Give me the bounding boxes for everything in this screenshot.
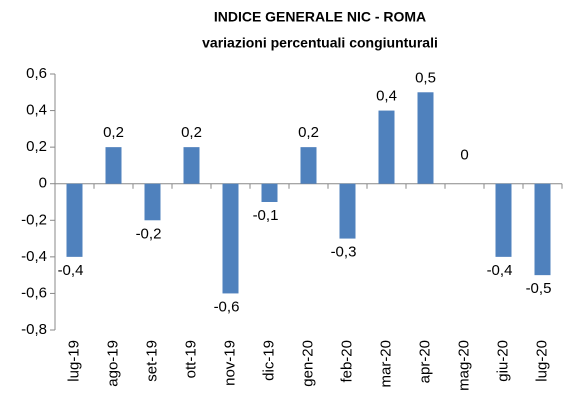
value-label: -0,2 <box>136 225 162 242</box>
value-label: -0,4 <box>58 262 84 279</box>
y-tick-label: 0,4 <box>26 102 47 119</box>
x-tick-label: lug-20 <box>533 340 550 382</box>
value-label: 0,2 <box>103 124 124 141</box>
bar <box>417 92 434 184</box>
value-label: -0,1 <box>253 207 279 224</box>
x-tick-label: dic-19 <box>260 340 277 381</box>
bar <box>261 183 278 202</box>
bar <box>495 183 512 257</box>
x-tick-label: gen-20 <box>299 340 316 387</box>
y-tick-label: 0,6 <box>26 65 47 82</box>
y-tick-label: -0,4 <box>21 248 47 265</box>
value-label: -0,6 <box>214 298 240 315</box>
y-tick-label: -0,8 <box>21 321 47 338</box>
chart-title: INDICE GENERALE NIC - ROMA <box>214 9 426 25</box>
y-tick-label: -0,2 <box>21 211 47 228</box>
x-tick-label: mar-20 <box>377 340 394 388</box>
x-tick-label: lug-19 <box>65 340 82 382</box>
value-label: -0,3 <box>331 244 357 261</box>
x-tick-label: giu-20 <box>494 340 511 382</box>
x-tick-label: set-19 <box>143 340 160 382</box>
bar <box>105 147 122 184</box>
bar <box>534 183 551 276</box>
y-tick-label: -0,6 <box>21 284 47 301</box>
bar <box>339 183 356 239</box>
value-label: 0 <box>460 147 468 164</box>
y-tick-label: 0,2 <box>26 138 47 155</box>
x-tick-label: ott-19 <box>182 340 199 378</box>
bar <box>183 147 200 184</box>
bar <box>144 183 161 221</box>
x-tick-label: ago-19 <box>104 340 121 387</box>
value-label: 0,2 <box>181 124 202 141</box>
x-tick-label: feb-20 <box>338 340 355 383</box>
bar <box>300 147 317 184</box>
x-tick-label: mag-20 <box>455 340 472 391</box>
bar <box>222 183 239 294</box>
value-label: 0,5 <box>415 69 436 86</box>
value-label: 0,2 <box>298 124 319 141</box>
x-tick-label: nov-19 <box>221 340 238 386</box>
value-label: 0,4 <box>376 88 397 105</box>
bar <box>378 110 395 184</box>
chart-subtitle: variazioni percentuali congiunturali <box>202 35 438 51</box>
value-label: -0,4 <box>487 262 513 279</box>
x-tick-label: apr-20 <box>416 340 433 383</box>
bar <box>66 183 83 257</box>
value-label: -0,5 <box>526 280 552 297</box>
y-tick-label: 0 <box>39 175 47 192</box>
